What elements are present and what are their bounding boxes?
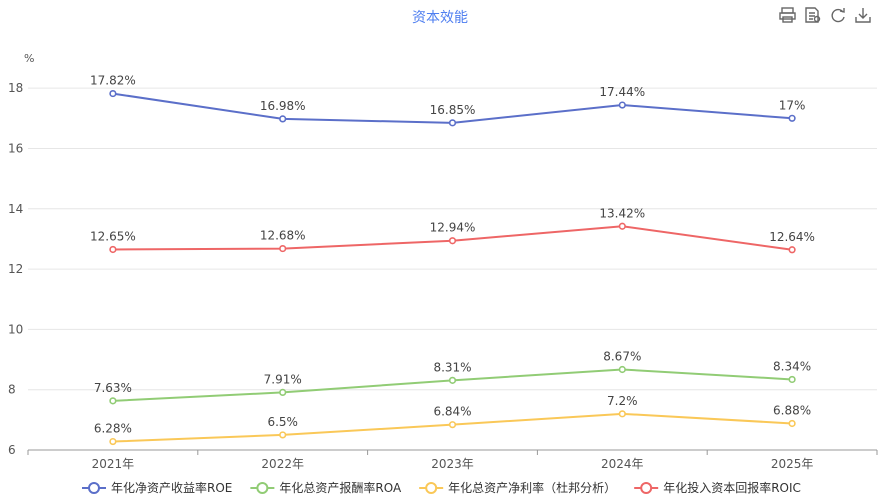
data-point[interactable] bbox=[618, 410, 626, 418]
legend-swatch-marker bbox=[256, 482, 269, 494]
legend-label: 年化总资产报酬率ROA bbox=[279, 480, 402, 495]
download-icon[interactable] bbox=[854, 6, 872, 24]
data-point[interactable] bbox=[279, 431, 287, 439]
data-label: 12.65% bbox=[90, 229, 136, 243]
data-label: 17.44% bbox=[599, 85, 645, 99]
data-label: 6.28% bbox=[94, 422, 132, 436]
x-tick-label: 2021年 bbox=[92, 457, 135, 471]
legend-swatch-marker bbox=[425, 482, 438, 494]
chart-toolbar bbox=[779, 6, 872, 24]
x-tick-label: 2022年 bbox=[261, 457, 304, 471]
print-icon[interactable] bbox=[779, 6, 797, 24]
data-point[interactable] bbox=[109, 245, 117, 254]
y-tick-label: 14 bbox=[8, 202, 23, 216]
legend-label: 年化投入资本回报率ROIC bbox=[663, 480, 801, 495]
legend-item[interactable]: 年化总资产净利率（杜邦分析） bbox=[419, 480, 616, 495]
x-tick-label: 2023年 bbox=[431, 457, 474, 471]
axes: 6 8 10 12 14 16 18 2021年 2022年 2023年 2024年 2025年 bbox=[8, 81, 878, 471]
legend-swatch-marker bbox=[640, 482, 653, 494]
y-tick-label: 16 bbox=[8, 141, 23, 155]
legend: 年化净资产收益率ROE 年化总资产报酬率ROA 年化总资产净利率（杜邦分析） 年化投入… bbox=[82, 480, 801, 495]
data-label: 17% bbox=[779, 98, 806, 112]
legend-swatch-marker bbox=[88, 482, 100, 494]
data-label: 12.68% bbox=[260, 229, 306, 243]
data-point[interactable] bbox=[109, 397, 117, 405]
data-label: 16.85% bbox=[430, 103, 476, 117]
x-tick-label: 2025年 bbox=[771, 457, 814, 471]
data-point[interactable] bbox=[279, 244, 287, 253]
data-view-icon[interactable] bbox=[804, 6, 822, 24]
data-label: 12.64% bbox=[769, 230, 815, 244]
series-lines bbox=[109, 89, 796, 446]
data-point[interactable] bbox=[788, 375, 796, 384]
data-point[interactable] bbox=[448, 421, 457, 429]
data-point[interactable] bbox=[109, 437, 117, 446]
data-label: 6.88% bbox=[773, 403, 811, 417]
data-point[interactable] bbox=[448, 237, 457, 245]
data-label: 13.42% bbox=[599, 206, 645, 220]
legend-label: 年化净资产收益率ROE bbox=[111, 480, 232, 495]
data-point[interactable] bbox=[788, 419, 796, 428]
legend-item[interactable]: 年化投入资本回报率ROIC bbox=[634, 480, 801, 495]
legend-label: 年化总资产净利率（杜邦分析） bbox=[448, 480, 616, 495]
y-tick-label: 10 bbox=[8, 322, 23, 336]
data-point[interactable] bbox=[109, 89, 117, 98]
data-point[interactable] bbox=[279, 388, 287, 397]
legend-item[interactable]: 年化总资产报酬率ROA bbox=[250, 480, 402, 495]
data-label: 8.67% bbox=[603, 349, 641, 363]
legend-item[interactable]: 年化净资产收益率ROE bbox=[82, 480, 232, 495]
data-label: 16.98% bbox=[260, 99, 306, 113]
refresh-icon[interactable] bbox=[829, 6, 847, 24]
data-label: 6.5% bbox=[267, 415, 298, 429]
data-point[interactable] bbox=[618, 365, 626, 374]
data-label: 8.31% bbox=[433, 360, 471, 374]
data-point[interactable] bbox=[788, 114, 796, 122]
data-label: 7.2% bbox=[607, 394, 638, 408]
y-tick-label: 18 bbox=[8, 81, 23, 95]
data-label: 6.84% bbox=[433, 405, 471, 419]
chart-title: 资本效能 bbox=[412, 10, 468, 26]
data-point[interactable] bbox=[448, 376, 457, 384]
data-label: 17.82% bbox=[90, 74, 136, 88]
y-tick-label: 8 bbox=[8, 383, 16, 397]
data-labels: 17.82% 16.98% 16.85% 17.44% 17% 7.63% 7.91% 8.3… bbox=[90, 74, 815, 436]
data-label: 7.63% bbox=[94, 381, 132, 395]
data-point[interactable] bbox=[788, 246, 796, 254]
y-tick-label: 6 bbox=[8, 443, 16, 457]
data-point[interactable] bbox=[448, 119, 457, 127]
grid-lines bbox=[28, 87, 877, 391]
data-point[interactable] bbox=[279, 115, 287, 123]
data-label: 8.34% bbox=[773, 359, 811, 373]
data-label: 7.91% bbox=[264, 372, 302, 386]
data-label: 12.94% bbox=[430, 221, 476, 235]
y-axis-unit: % bbox=[24, 52, 34, 65]
x-tick-label: 2024年 bbox=[601, 457, 644, 471]
y-tick-label: 12 bbox=[8, 262, 23, 276]
data-point[interactable] bbox=[618, 101, 626, 109]
data-point[interactable] bbox=[618, 222, 626, 230]
